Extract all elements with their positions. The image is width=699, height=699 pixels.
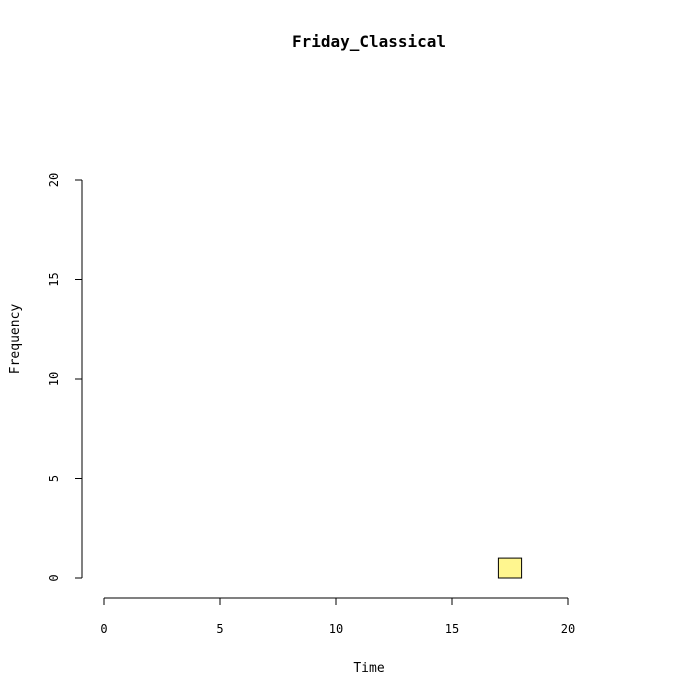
y-axis-label: Frequency bbox=[8, 304, 23, 375]
chart-title: Friday_Classical bbox=[292, 32, 446, 51]
y-tick-label: 15 bbox=[47, 272, 61, 286]
y-axis: 0 5 10 15 20 bbox=[47, 173, 83, 582]
y-tick-label: 20 bbox=[47, 173, 61, 187]
y-tick-label: 5 bbox=[47, 475, 61, 482]
x-tick-label: 5 bbox=[216, 622, 223, 636]
y-tick-label: 10 bbox=[47, 372, 61, 386]
x-tick-label: 10 bbox=[329, 622, 343, 636]
x-axis-label: Time bbox=[353, 661, 384, 676]
x-tick-label: 20 bbox=[561, 622, 575, 636]
x-axis: 0 5 10 15 20 bbox=[100, 597, 575, 636]
histogram-bars bbox=[497, 557, 523, 579]
histogram-bar bbox=[497, 557, 523, 579]
x-tick-label: 15 bbox=[445, 622, 459, 636]
y-tick-label: 0 bbox=[47, 574, 61, 581]
x-tick-label: 0 bbox=[100, 622, 107, 636]
